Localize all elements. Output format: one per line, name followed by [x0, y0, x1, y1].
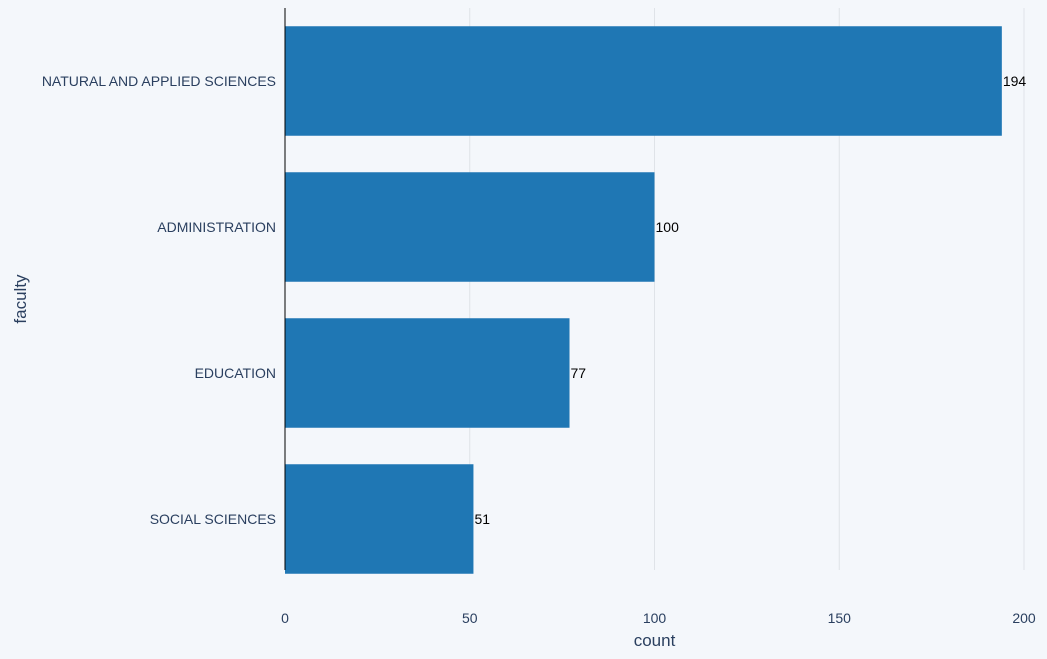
category-label-2: EDUCATION [195, 365, 276, 381]
bar-2 [285, 318, 570, 428]
data-label-0: 194 [1003, 73, 1027, 89]
x-tick-label-4: 200 [1012, 610, 1036, 626]
x-tick-labels-group: 0 50 100 150 200 [281, 610, 1036, 626]
x-tick-label-3: 150 [828, 610, 852, 626]
bar-3 [285, 464, 474, 574]
x-tick-label-0: 0 [281, 610, 289, 626]
x-axis-title: count [634, 631, 676, 650]
category-label-1: ADMINISTRATION [157, 219, 276, 235]
data-label-1: 100 [656, 219, 680, 235]
category-label-0: NATURAL AND APPLIED SCIENCES [42, 73, 276, 89]
bar-0 [285, 26, 1002, 136]
y-axis-title: faculty [11, 274, 30, 324]
x-tick-label-2: 100 [643, 610, 667, 626]
category-labels-group: NATURAL AND APPLIED SCIENCES ADMINISTRATI… [42, 73, 276, 527]
bar-1 [285, 172, 655, 282]
bars-group [285, 26, 1002, 574]
x-tick-label-1: 50 [462, 610, 478, 626]
data-labels-group: 194 100 77 51 [474, 73, 1026, 527]
category-label-3: SOCIAL SCIENCES [150, 511, 276, 527]
data-label-3: 51 [474, 511, 490, 527]
data-label-2: 77 [571, 365, 587, 381]
